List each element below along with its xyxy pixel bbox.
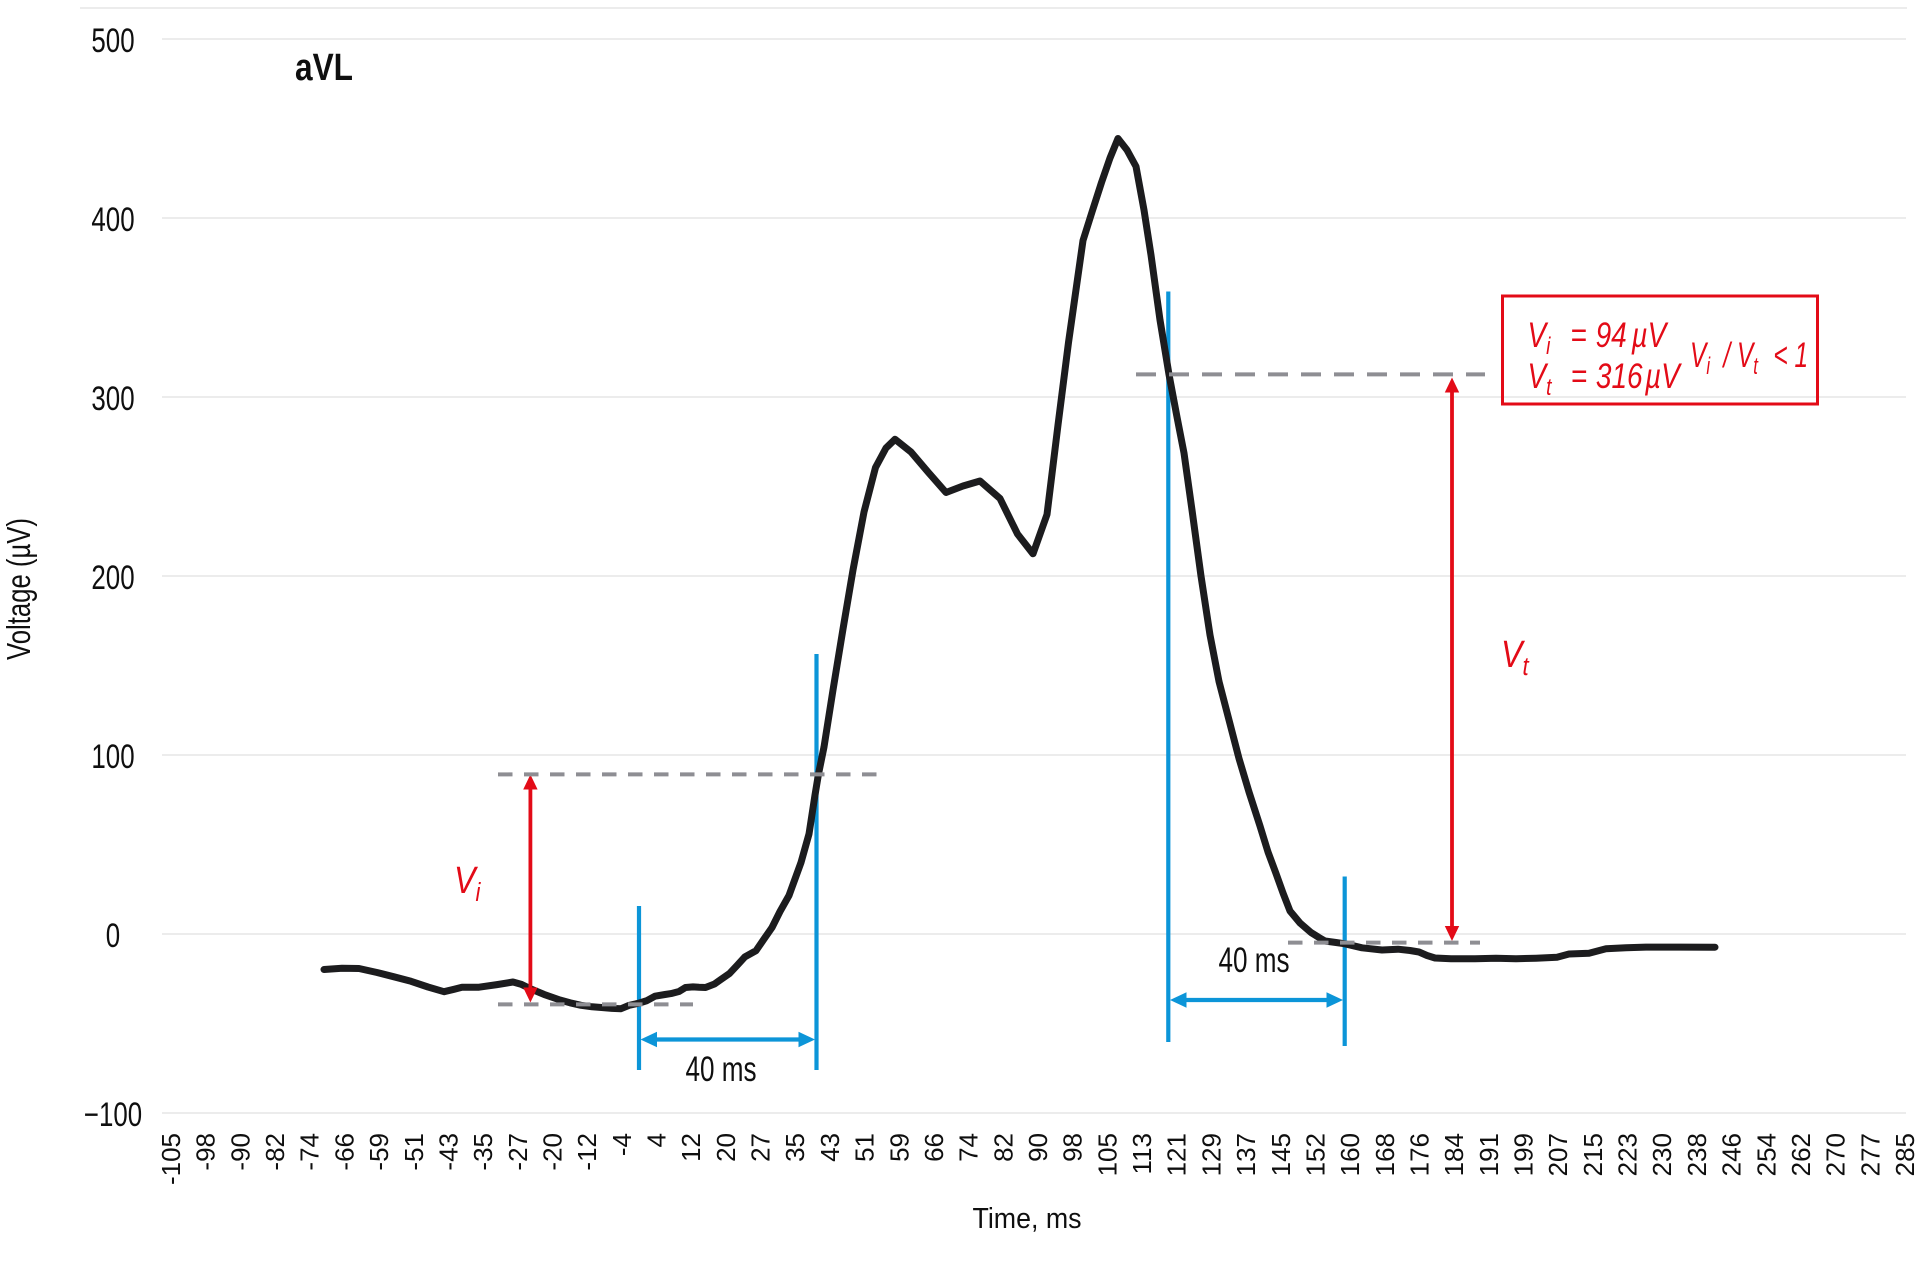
- svg-text:−100: −100: [84, 1096, 142, 1134]
- svg-text:168: 168: [1370, 1133, 1400, 1176]
- svg-text:-74: -74: [295, 1133, 325, 1171]
- svg-text:129: 129: [1196, 1133, 1226, 1176]
- svg-text:100: 100: [91, 738, 134, 776]
- svg-text:-12: -12: [572, 1133, 602, 1171]
- svg-text:230: 230: [1647, 1133, 1677, 1176]
- svg-text:-27: -27: [503, 1133, 533, 1171]
- svg-text:Voltage (µV): Voltage (µV): [0, 518, 37, 660]
- svg-text:176: 176: [1405, 1133, 1435, 1176]
- svg-text:35: 35: [780, 1133, 810, 1162]
- svg-text:223: 223: [1613, 1133, 1643, 1176]
- svg-text:4: 4: [642, 1133, 672, 1147]
- svg-text:191: 191: [1474, 1133, 1504, 1176]
- svg-text:-98: -98: [191, 1133, 221, 1171]
- svg-text:500: 500: [91, 22, 134, 60]
- svg-text:Time, ms: Time, ms: [973, 1203, 1082, 1235]
- svg-text:-20: -20: [538, 1133, 568, 1171]
- svg-text:184: 184: [1439, 1133, 1469, 1176]
- svg-text:200: 200: [91, 559, 134, 597]
- svg-text:51: 51: [850, 1133, 880, 1162]
- svg-text:-59: -59: [364, 1133, 394, 1171]
- svg-text:121: 121: [1162, 1133, 1192, 1176]
- svg-text:-51: -51: [399, 1133, 429, 1171]
- svg-text:285: 285: [1890, 1133, 1920, 1176]
- svg-text:270: 270: [1821, 1133, 1851, 1176]
- svg-text:59: 59: [884, 1133, 914, 1162]
- svg-text:-66: -66: [329, 1133, 359, 1171]
- svg-text:90: 90: [1023, 1133, 1053, 1162]
- svg-text:66: 66: [919, 1133, 949, 1162]
- svg-text:238: 238: [1682, 1133, 1712, 1176]
- svg-text:160: 160: [1335, 1133, 1365, 1176]
- svg-text:0: 0: [106, 917, 120, 955]
- svg-text:-90: -90: [225, 1133, 255, 1171]
- svg-text:215: 215: [1578, 1133, 1608, 1176]
- svg-text:aVL: aVL: [295, 47, 353, 89]
- svg-text:246: 246: [1717, 1133, 1747, 1176]
- svg-text:254: 254: [1751, 1133, 1781, 1176]
- svg-text:-4: -4: [607, 1133, 637, 1156]
- svg-text:277: 277: [1855, 1133, 1885, 1176]
- svg-text:400: 400: [91, 201, 134, 239]
- svg-text:74: 74: [954, 1133, 984, 1162]
- svg-text:105: 105: [1092, 1133, 1122, 1176]
- svg-text:207: 207: [1543, 1133, 1573, 1176]
- svg-text:-82: -82: [260, 1133, 290, 1171]
- svg-text:43: 43: [815, 1133, 845, 1162]
- svg-text:-105: -105: [156, 1133, 186, 1185]
- svg-text:20: 20: [711, 1133, 741, 1162]
- svg-text:145: 145: [1266, 1133, 1296, 1176]
- svg-text:300: 300: [91, 380, 134, 418]
- svg-text:40 ms: 40 ms: [1219, 941, 1290, 980]
- svg-text:113: 113: [1127, 1133, 1157, 1174]
- svg-text:-35: -35: [468, 1133, 498, 1171]
- svg-text:-43: -43: [433, 1133, 463, 1171]
- svg-text:199: 199: [1509, 1133, 1539, 1176]
- svg-text:262: 262: [1786, 1133, 1816, 1176]
- svg-text:27: 27: [746, 1133, 776, 1162]
- svg-text:82: 82: [988, 1133, 1018, 1162]
- svg-text:137: 137: [1231, 1133, 1261, 1176]
- svg-text:98: 98: [1058, 1133, 1088, 1162]
- svg-text:40 ms: 40 ms: [686, 1050, 757, 1089]
- svg-text:152: 152: [1300, 1133, 1330, 1176]
- svg-text:12: 12: [676, 1133, 706, 1162]
